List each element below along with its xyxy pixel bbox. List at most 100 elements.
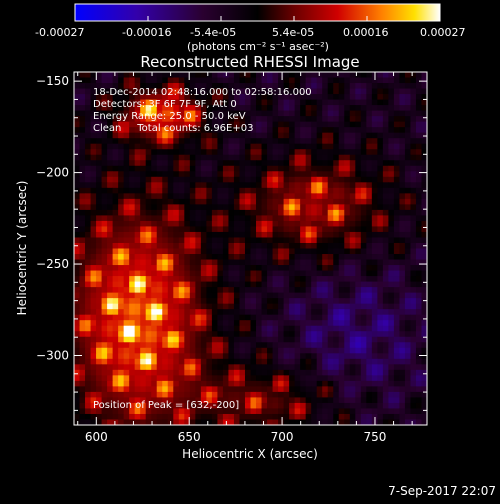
heatmap-cell xyxy=(421,226,427,233)
heatmap-cell xyxy=(195,116,202,123)
heatmap-cell xyxy=(244,209,251,216)
heatmap-cell xyxy=(283,303,290,310)
heatmap-cell xyxy=(178,165,185,172)
heatmap-cell xyxy=(79,72,86,78)
heatmap-cell xyxy=(162,88,169,95)
heatmap-cell xyxy=(112,336,119,343)
heatmap-cell xyxy=(112,375,119,382)
heatmap-cell xyxy=(211,287,218,294)
heatmap-cell xyxy=(267,209,273,216)
heatmap-cell xyxy=(79,226,86,233)
heatmap-cell xyxy=(300,83,307,89)
heatmap-cell xyxy=(261,287,268,294)
heatmap-cell xyxy=(195,259,202,266)
heatmap-cell xyxy=(382,397,389,404)
heatmap-cell xyxy=(162,198,169,205)
heatmap-cell xyxy=(344,292,351,299)
heatmap-cell xyxy=(349,298,356,305)
heatmap-cell xyxy=(366,391,373,398)
heatmap-cell xyxy=(366,149,373,156)
heatmap-cell xyxy=(421,314,427,321)
heatmap-cell xyxy=(415,397,422,404)
heatmap-cell xyxy=(228,292,235,299)
heatmap-cell xyxy=(178,160,185,167)
heatmap-cell xyxy=(195,314,202,321)
heatmap-cell xyxy=(272,171,279,178)
heatmap-cell xyxy=(107,171,114,178)
heatmap-cell xyxy=(272,127,279,134)
heatmap-cell xyxy=(333,160,340,167)
heatmap-cell xyxy=(322,116,329,123)
heatmap-cell xyxy=(250,369,257,376)
heatmap-cell xyxy=(377,110,384,117)
heatmap-cell xyxy=(134,281,141,288)
heatmap-cell xyxy=(90,149,97,156)
heatmap-cell xyxy=(107,83,114,89)
heatmap-cell xyxy=(211,94,218,100)
heatmap-cell xyxy=(338,386,345,393)
heatmap-cell xyxy=(107,353,114,360)
heatmap-cell xyxy=(195,386,202,393)
heatmap-cell xyxy=(349,254,356,260)
heatmap-cell xyxy=(167,138,174,145)
heatmap-cell xyxy=(272,77,279,84)
heatmap-cell xyxy=(123,72,130,78)
heatmap-cell xyxy=(90,309,97,316)
heatmap-cell xyxy=(101,165,108,172)
heatmap-cell xyxy=(96,336,102,343)
heatmap-cell xyxy=(360,242,367,249)
heatmap-cell xyxy=(250,121,257,128)
heatmap-cell xyxy=(200,353,207,360)
heatmap-cell xyxy=(118,165,125,172)
heatmap-cell xyxy=(311,182,318,189)
heatmap-cell xyxy=(305,380,312,387)
heatmap-cell xyxy=(371,397,378,404)
heatmap-cell xyxy=(272,220,279,227)
heatmap-cell xyxy=(388,110,395,117)
heatmap-cell xyxy=(200,287,207,294)
heatmap-cell xyxy=(305,237,312,244)
heatmap-cell xyxy=(294,298,301,305)
heatmap-cell xyxy=(101,154,108,161)
heatmap-cell xyxy=(261,254,268,260)
heatmap-cell xyxy=(327,391,334,398)
heatmap-cell xyxy=(311,413,318,420)
heatmap-cell xyxy=(200,171,207,178)
heatmap-cell xyxy=(316,242,323,249)
heatmap-cell xyxy=(382,127,389,134)
heatmap-cell xyxy=(195,325,202,332)
heatmap-cell xyxy=(322,138,329,145)
heatmap-cell xyxy=(228,110,235,117)
heatmap-cell xyxy=(399,88,406,95)
heatmap-cell xyxy=(239,242,246,249)
heatmap-cell xyxy=(79,204,86,211)
heatmap-cell xyxy=(107,303,114,310)
heatmap-cell xyxy=(74,386,80,393)
heatmap-cell xyxy=(333,336,340,343)
heatmap-cell xyxy=(217,265,224,271)
heatmap-cell xyxy=(239,309,246,316)
heatmap-cell xyxy=(261,77,268,84)
heatmap-cell xyxy=(107,402,114,409)
heatmap-cell xyxy=(267,176,273,183)
heatmap-cell xyxy=(316,342,323,349)
heatmap-cell xyxy=(399,259,406,266)
heatmap-cell xyxy=(162,402,169,409)
heatmap-cell xyxy=(228,138,235,145)
heatmap-cell xyxy=(360,276,367,282)
heatmap-cell xyxy=(371,331,378,338)
heatmap-cell xyxy=(344,110,351,117)
heatmap-cell xyxy=(74,353,80,360)
heatmap-cell xyxy=(300,375,307,382)
heatmap-cell xyxy=(107,231,114,238)
heatmap-cell xyxy=(283,176,290,183)
heatmap-cell xyxy=(107,226,114,233)
heatmap-cell xyxy=(206,336,213,343)
heatmap-cell xyxy=(173,72,180,78)
heatmap-cell xyxy=(305,209,312,216)
heatmap-cell xyxy=(333,259,340,266)
x-tick-label: 650 xyxy=(178,430,201,444)
heatmap-cell xyxy=(140,209,147,216)
heatmap-cell xyxy=(250,88,257,95)
heatmap-cell xyxy=(267,408,273,415)
